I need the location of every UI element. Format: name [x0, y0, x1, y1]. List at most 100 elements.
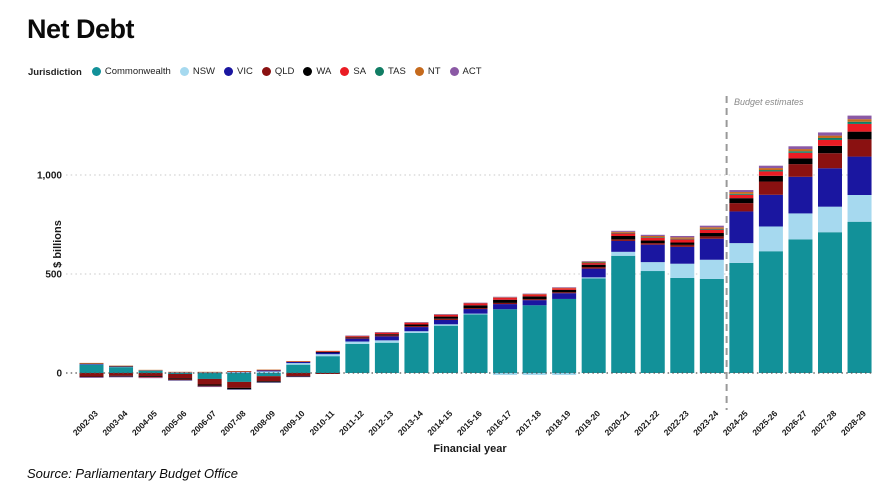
bar-segment-vic-2016-17[interactable] [493, 304, 518, 310]
bar-segment-commonwealth-2010-11[interactable] [315, 356, 340, 373]
bar-segment-vic-2008-09[interactable] [256, 370, 281, 372]
bar-segment-wa-2025-26[interactable] [758, 175, 783, 182]
bar-segment-sa-2016-17[interactable] [493, 297, 518, 300]
bar-segment-vic-2012-13[interactable] [374, 336, 399, 341]
bar-segment-nsw-2007-08[interactable] [227, 372, 252, 373]
bar-segment-vic-2027-28[interactable] [818, 168, 842, 207]
bar-segment-vic-2020-21[interactable] [611, 240, 636, 252]
bar-segment-act-2027-28[interactable] [818, 132, 842, 136]
bar-segment-act-2014-15[interactable] [433, 314, 458, 315]
bar-segment-vic-2017-18[interactable] [522, 300, 547, 306]
bar-segment-commonwealth-2014-15[interactable] [433, 325, 458, 373]
bar-segment-nsw-2008-09[interactable] [256, 371, 281, 373]
bar-segment-sa-2021-22[interactable] [640, 237, 665, 241]
bar-segment-wa-2020-21[interactable] [611, 235, 636, 240]
bar-segment-qld-2023-24[interactable] [699, 236, 724, 239]
bar-segment-qld-2026-27[interactable] [788, 164, 813, 177]
bar-segment-act-2005-06[interactable] [168, 380, 193, 381]
bar-segment-nsw-2018-19[interactable] [552, 373, 577, 375]
bar-segment-sa-2013-14[interactable] [404, 322, 429, 325]
bar-segment-vic-2026-27[interactable] [788, 176, 813, 214]
bar-segment-nt-2006-07[interactable] [197, 371, 222, 373]
bar-segment-nt-2021-22[interactable] [640, 235, 665, 238]
bar-segment-vic-2014-15[interactable] [433, 319, 458, 325]
bar-segment-wa-2017-18[interactable] [522, 296, 547, 300]
bar-segment-act-2019-20[interactable] [581, 261, 606, 262]
bar-segment-qld-2025-26[interactable] [758, 181, 783, 195]
bar-segment-act-2013-14[interactable] [404, 322, 429, 323]
bar-segment-act-2008-09[interactable] [256, 382, 281, 383]
bar-segment-qld-2019-20[interactable] [581, 267, 606, 269]
bar-segment-vic-2003-04[interactable] [109, 366, 134, 368]
bar-segment-wa-2022-23[interactable] [670, 242, 695, 245]
bar-segment-wa-2021-22[interactable] [640, 240, 665, 244]
bar-segment-wa-2012-13[interactable] [374, 334, 399, 336]
bar-segment-commonwealth-2023-24[interactable] [699, 278, 724, 373]
bar-segment-act-2026-27[interactable] [788, 146, 813, 150]
bar-segment-sa-2010-11[interactable] [315, 351, 340, 353]
bar-segment-tas-2020-21[interactable] [611, 232, 636, 234]
bar-segment-qld-2018-19[interactable] [552, 292, 577, 294]
bar-segment-tas-2026-27[interactable] [788, 151, 813, 153]
bar-segment-tas-2027-28[interactable] [818, 137, 842, 140]
bar-segment-commonwealth-2015-16[interactable] [463, 314, 488, 373]
bar-segment-qld-2007-08[interactable] [227, 381, 252, 388]
bar-segment-nsw-2021-22[interactable] [640, 262, 665, 272]
bar-segment-nt-2026-27[interactable] [788, 149, 813, 152]
bar-segment-nsw-2023-24[interactable] [699, 259, 724, 279]
legend-item-nsw[interactable]: NSW [179, 66, 215, 77]
bar-segment-nsw-2014-15[interactable] [433, 324, 458, 326]
bar-segment-wa-2005-06[interactable] [168, 378, 193, 380]
bar-segment-nt-2028-29[interactable] [847, 119, 872, 122]
bar-segment-qld-2003-04[interactable] [109, 373, 134, 376]
bar-segment-qld-2002-03[interactable] [79, 373, 104, 377]
bar-segment-tas-2028-29[interactable] [847, 121, 872, 124]
bar-segment-commonwealth-2002-03[interactable] [79, 364, 104, 373]
bar-segment-qld-2009-10[interactable] [286, 373, 311, 376]
bar-segment-commonwealth-2024-25[interactable] [729, 262, 754, 373]
bar-segment-wa-2018-19[interactable] [552, 289, 577, 293]
bar-segment-wa-2002-03[interactable] [79, 376, 104, 378]
bar-segment-sa-2011-12[interactable] [345, 336, 370, 338]
bar-segment-nt-2017-18[interactable] [522, 293, 547, 295]
bar-segment-qld-2020-21[interactable] [611, 239, 636, 241]
legend-item-wa[interactable]: WA [303, 66, 331, 77]
bar-segment-commonwealth-2004-05[interactable] [138, 370, 163, 373]
bar-segment-sa-2027-28[interactable] [818, 139, 842, 146]
bar-segment-tas-2023-24[interactable] [699, 228, 724, 230]
bar-segment-wa-2008-09[interactable] [256, 381, 281, 383]
bar-segment-vic-2002-03[interactable] [79, 363, 104, 365]
bar-segment-sa-2006-07[interactable] [197, 385, 222, 387]
bar-segment-qld-2015-16[interactable] [463, 308, 488, 310]
bar-segment-sa-2024-25[interactable] [729, 194, 754, 199]
bar-segment-wa-2023-24[interactable] [699, 233, 724, 237]
bar-segment-nt-2004-05[interactable] [138, 369, 163, 371]
bar-segment-nsw-2024-25[interactable] [729, 243, 754, 263]
bar-segment-qld-2005-06[interactable] [168, 373, 193, 379]
bar-segment-sa-2019-20[interactable] [581, 262, 606, 265]
bar-segment-qld-2022-23[interactable] [670, 244, 695, 247]
bar-segment-wa-2015-16[interactable] [463, 305, 488, 309]
bar-segment-commonwealth-2028-29[interactable] [847, 221, 872, 373]
bar-segment-nt-2025-26[interactable] [758, 168, 783, 171]
bar-segment-sa-2012-13[interactable] [374, 332, 399, 335]
bar-segment-qld-2028-29[interactable] [847, 139, 872, 157]
bar-segment-wa-2009-10[interactable] [286, 375, 311, 377]
bar-segment-act-2023-24[interactable] [699, 225, 724, 228]
bar-segment-wa-2013-14[interactable] [404, 324, 429, 327]
bar-segment-vic-2025-26[interactable] [758, 194, 783, 227]
bar-segment-act-2016-17[interactable] [493, 296, 518, 298]
bar-segment-commonwealth-2016-17[interactable] [493, 309, 518, 373]
bar-segment-nt-2018-19[interactable] [552, 287, 577, 289]
legend-item-vic[interactable]: VIC [224, 66, 253, 77]
bar-segment-nt-2008-09[interactable] [256, 369, 281, 371]
bar-segment-wa-2024-25[interactable] [729, 198, 754, 204]
bar-segment-vic-2013-14[interactable] [404, 327, 429, 332]
bar-segment-commonwealth-2017-18[interactable] [522, 305, 547, 373]
bar-segment-vic-2023-24[interactable] [699, 238, 724, 260]
bar-segment-sa-2017-18[interactable] [522, 294, 547, 297]
bar-segment-commonwealth-2025-26[interactable] [758, 251, 783, 373]
bar-segment-qld-2013-14[interactable] [404, 326, 429, 328]
bar-segment-act-2018-19[interactable] [552, 287, 577, 288]
bar-segment-act-2012-13[interactable] [374, 332, 399, 333]
